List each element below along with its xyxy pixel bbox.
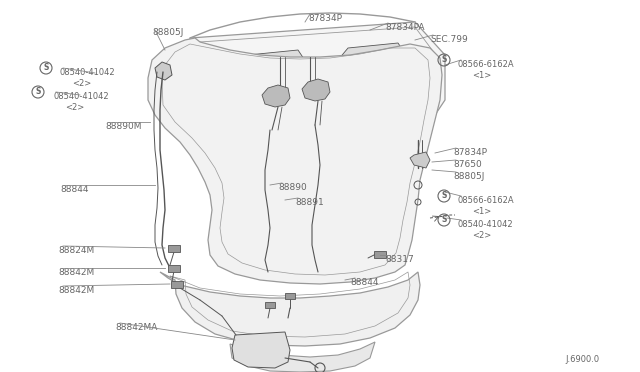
Text: 88805J: 88805J	[453, 172, 484, 181]
Bar	[168, 244, 180, 251]
Text: <1>: <1>	[472, 207, 492, 216]
Text: 87834PA: 87834PA	[385, 23, 424, 32]
Text: 88842MA: 88842MA	[115, 323, 157, 332]
Text: <2>: <2>	[72, 79, 92, 88]
Text: S: S	[442, 192, 447, 201]
Text: SEC.799: SEC.799	[430, 35, 468, 44]
Bar	[171, 280, 183, 288]
Text: S: S	[35, 87, 41, 96]
Bar	[168, 264, 180, 272]
Text: 88890M: 88890M	[105, 122, 141, 131]
Text: 08566-6162A: 08566-6162A	[458, 196, 515, 205]
Text: 88842M: 88842M	[58, 268, 94, 277]
Polygon shape	[302, 79, 330, 101]
Bar	[374, 250, 386, 257]
Text: <1>: <1>	[472, 71, 492, 80]
Text: 08540-41042: 08540-41042	[60, 68, 116, 77]
Text: 08540-41042: 08540-41042	[458, 220, 514, 229]
Text: 88805J: 88805J	[152, 28, 184, 37]
Bar	[285, 293, 295, 299]
Text: <2>: <2>	[472, 231, 492, 240]
Text: 87834P: 87834P	[308, 14, 342, 23]
Polygon shape	[238, 50, 308, 100]
Text: S: S	[442, 215, 447, 224]
Text: 87834P: 87834P	[453, 148, 487, 157]
Text: J.6900.0: J.6900.0	[565, 355, 599, 364]
Text: 88890: 88890	[278, 183, 307, 192]
Polygon shape	[338, 43, 408, 92]
Polygon shape	[160, 272, 420, 346]
Polygon shape	[232, 332, 290, 368]
Text: <2>: <2>	[65, 103, 84, 112]
Text: 88317: 88317	[385, 255, 413, 264]
Text: S: S	[442, 55, 447, 64]
Polygon shape	[410, 152, 430, 168]
Bar	[265, 302, 275, 308]
Polygon shape	[262, 85, 290, 107]
Polygon shape	[190, 22, 445, 132]
Text: 08566-6162A: 08566-6162A	[458, 60, 515, 69]
Text: 88891: 88891	[295, 198, 324, 207]
Text: 88844: 88844	[350, 278, 378, 287]
Text: 88842M: 88842M	[58, 286, 94, 295]
Text: S: S	[44, 64, 49, 73]
Polygon shape	[155, 62, 172, 80]
Polygon shape	[230, 342, 375, 372]
Text: 88844: 88844	[60, 185, 88, 194]
Polygon shape	[148, 38, 442, 284]
Text: 87650: 87650	[453, 160, 482, 169]
Text: 08540-41042: 08540-41042	[53, 92, 109, 101]
Text: 88824M: 88824M	[58, 246, 94, 255]
